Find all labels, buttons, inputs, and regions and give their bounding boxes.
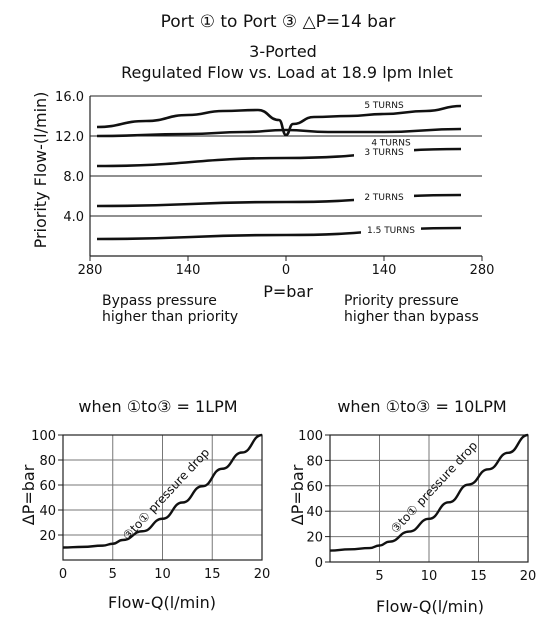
main-chart: 4.0 8.0 12.0 16.0 280 140 0 140 280 5 TURNS 4 TURN… <box>55 90 494 278</box>
main-x-axis-label: P=bar <box>263 282 313 301</box>
main-y-tick-label: 16.0 <box>55 90 84 105</box>
main-x-tick-label: 0 <box>282 263 290 278</box>
main-y-tick-label: 4.0 <box>63 210 84 225</box>
chart-1lpm-title: when ①to③ = 1LPM <box>78 397 237 416</box>
x-tick-label: 5 <box>109 567 117 582</box>
y-tick-label: 0 <box>315 556 323 571</box>
series-line-4-turns <box>96 127 462 138</box>
left-note-line-2: higher than priority <box>102 309 238 325</box>
plot-frame <box>329 434 529 563</box>
right-note-line-1: Priority pressure <box>344 293 459 309</box>
chart-1lpm-y-axis-label: ΔP=bar <box>19 464 38 525</box>
y-tick-label: 20 <box>306 531 323 546</box>
y-tick-label: 20 <box>39 529 56 544</box>
main-x-tick-label: 280 <box>470 263 495 278</box>
right-note-line-2: higher than bypass <box>344 309 479 325</box>
main-x-tick-label: 140 <box>372 263 397 278</box>
series-label-bg <box>354 99 414 110</box>
chart-10lpm-x-axis-label: Flow-Q(l/min) <box>376 597 484 616</box>
series-label: 2 TURNS <box>364 193 404 203</box>
chart-10lpm: 0 20 40 60 80 100 5 10 15 20 <box>298 429 536 584</box>
main-y-axis-label: Priority Flow-(l/min) <box>31 92 50 249</box>
series-label-bg <box>354 191 414 203</box>
y-tick-label: 40 <box>39 504 56 519</box>
plot-frame <box>62 434 263 561</box>
x-tick-label: 20 <box>520 569 537 584</box>
y-tick-label: 100 <box>298 429 323 444</box>
series-label: 5 TURNS <box>364 101 404 111</box>
main-y-tick-label: 8.0 <box>63 170 84 185</box>
series-label: 4 TURNS <box>371 139 411 149</box>
header-subtitle-2: Regulated Flow vs. Load at 18.9 lpm Inle… <box>121 63 453 82</box>
series-label-bg <box>361 223 421 235</box>
x-tick-label: 15 <box>470 569 487 584</box>
header-subtitle-1: 3-Ported <box>249 42 317 61</box>
main-x-tick-label: 140 <box>176 263 201 278</box>
y-tick-label: 80 <box>39 454 56 469</box>
chart-1lpm: 20 40 60 80 100 0 5 10 15 20 <box>31 429 270 582</box>
y-tick-label: 60 <box>306 480 323 495</box>
y-tick-label: 100 <box>31 429 56 444</box>
series-label: 3 TURNS <box>364 148 404 158</box>
x-tick-label: 5 <box>375 569 383 584</box>
main-y-tick-label: 12.0 <box>55 130 84 145</box>
pressure-drop-curve <box>329 433 529 552</box>
main-x-tick-label: 280 <box>78 263 103 278</box>
chart-1lpm-x-axis-label: Flow-Q(l/min) <box>108 593 216 612</box>
header-port-line: Port ① to Port ③ △P=14 bar <box>161 12 396 32</box>
series-label-bg <box>354 145 414 157</box>
series-line-5-turns <box>96 104 462 137</box>
pressure-drop-curve <box>62 433 263 549</box>
chart-10lpm-y-axis-label: ΔP=bar <box>288 464 307 525</box>
y-tick-label: 80 <box>306 454 323 469</box>
left-note-line-1: Bypass pressure <box>102 293 217 309</box>
series-label-bg <box>361 136 421 148</box>
chart-10lpm-title: when ①to③ = 10LPM <box>337 397 506 416</box>
x-tick-label: 10 <box>154 567 171 582</box>
x-tick-label: 10 <box>421 569 438 584</box>
x-tick-label: 15 <box>204 567 221 582</box>
chart-10lpm-annotation: ③to① pressure drop <box>388 439 480 537</box>
y-tick-label: 40 <box>306 505 323 520</box>
x-tick-label: 20 <box>254 567 271 582</box>
x-tick-label: 0 <box>59 567 67 582</box>
series-label: 1.5 TURNS <box>367 226 415 236</box>
y-tick-label: 60 <box>39 479 56 494</box>
